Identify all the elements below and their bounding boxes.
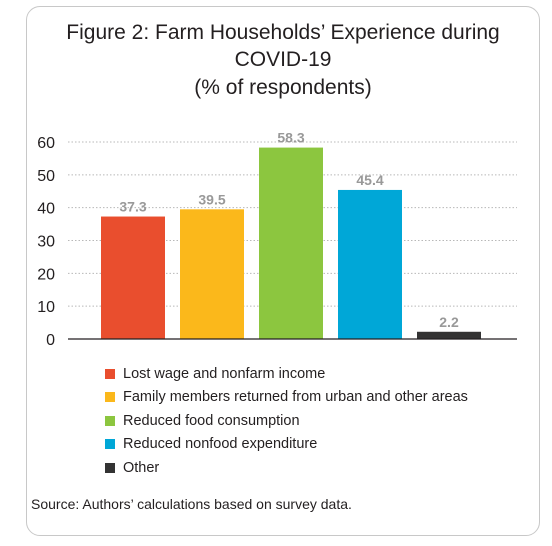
legend-item: Other — [105, 456, 525, 480]
y-tick-label: 0 — [46, 332, 55, 349]
bar-value-label: 45.4 — [356, 172, 383, 188]
figure-frame — [26, 6, 540, 536]
y-tick-label: 10 — [37, 299, 55, 316]
bar-value-label: 39.5 — [198, 191, 225, 207]
legend-item: Lost wage and nonfarm income — [105, 362, 525, 386]
chart-subtitle: (% of respondents) — [194, 76, 372, 99]
y-tick-label: 60 — [37, 135, 55, 152]
source-note: Source: Authors’ calculations based on s… — [31, 496, 352, 512]
legend-label: Reduced food consumption — [123, 412, 300, 429]
legend-swatch — [105, 368, 115, 379]
legend: Lost wage and nonfarm income Family membe… — [105, 362, 525, 480]
y-axis-ticks: 0 10 20 30 40 50 60 — [37, 135, 55, 349]
bar-5 — [417, 331, 481, 339]
legend-swatch — [105, 392, 115, 403]
legend-label: Other — [123, 459, 160, 476]
legend-item: Reduced nonfood expenditure — [105, 433, 525, 457]
chart-title-line-2: COVID-19 — [234, 48, 332, 71]
y-tick-label: 50 — [37, 168, 55, 185]
bar-value-label: 58.3 — [277, 130, 304, 146]
legend-label: Lost wage and nonfarm income — [123, 365, 326, 382]
legend-swatch — [105, 462, 115, 473]
bar-2 — [180, 209, 244, 339]
y-tick-label: 30 — [37, 234, 55, 251]
bars — [101, 147, 481, 339]
legend-label: Family members returned from urban and o… — [123, 389, 468, 406]
bar-value-label: 2.2 — [439, 314, 459, 330]
bar-3 — [259, 147, 323, 339]
y-tick-label: 20 — [37, 266, 55, 283]
legend-label: Reduced nonfood expenditure — [123, 436, 318, 453]
y-tick-label: 40 — [37, 201, 55, 218]
chart-title-line-1: Figure 2: Farm Households’ Experience du… — [66, 21, 500, 44]
bar-4 — [338, 189, 402, 339]
legend-item: Family members returned from urban and o… — [105, 386, 525, 410]
legend-item: Reduced food consumption — [105, 409, 525, 433]
bar-value-labels: 37.3 39.5 58.3 45.4 2.2 — [119, 130, 459, 330]
legend-swatch — [105, 415, 115, 426]
bar-value-label: 37.3 — [119, 199, 146, 215]
legend-swatch — [105, 439, 115, 450]
bar-1 — [101, 216, 165, 339]
